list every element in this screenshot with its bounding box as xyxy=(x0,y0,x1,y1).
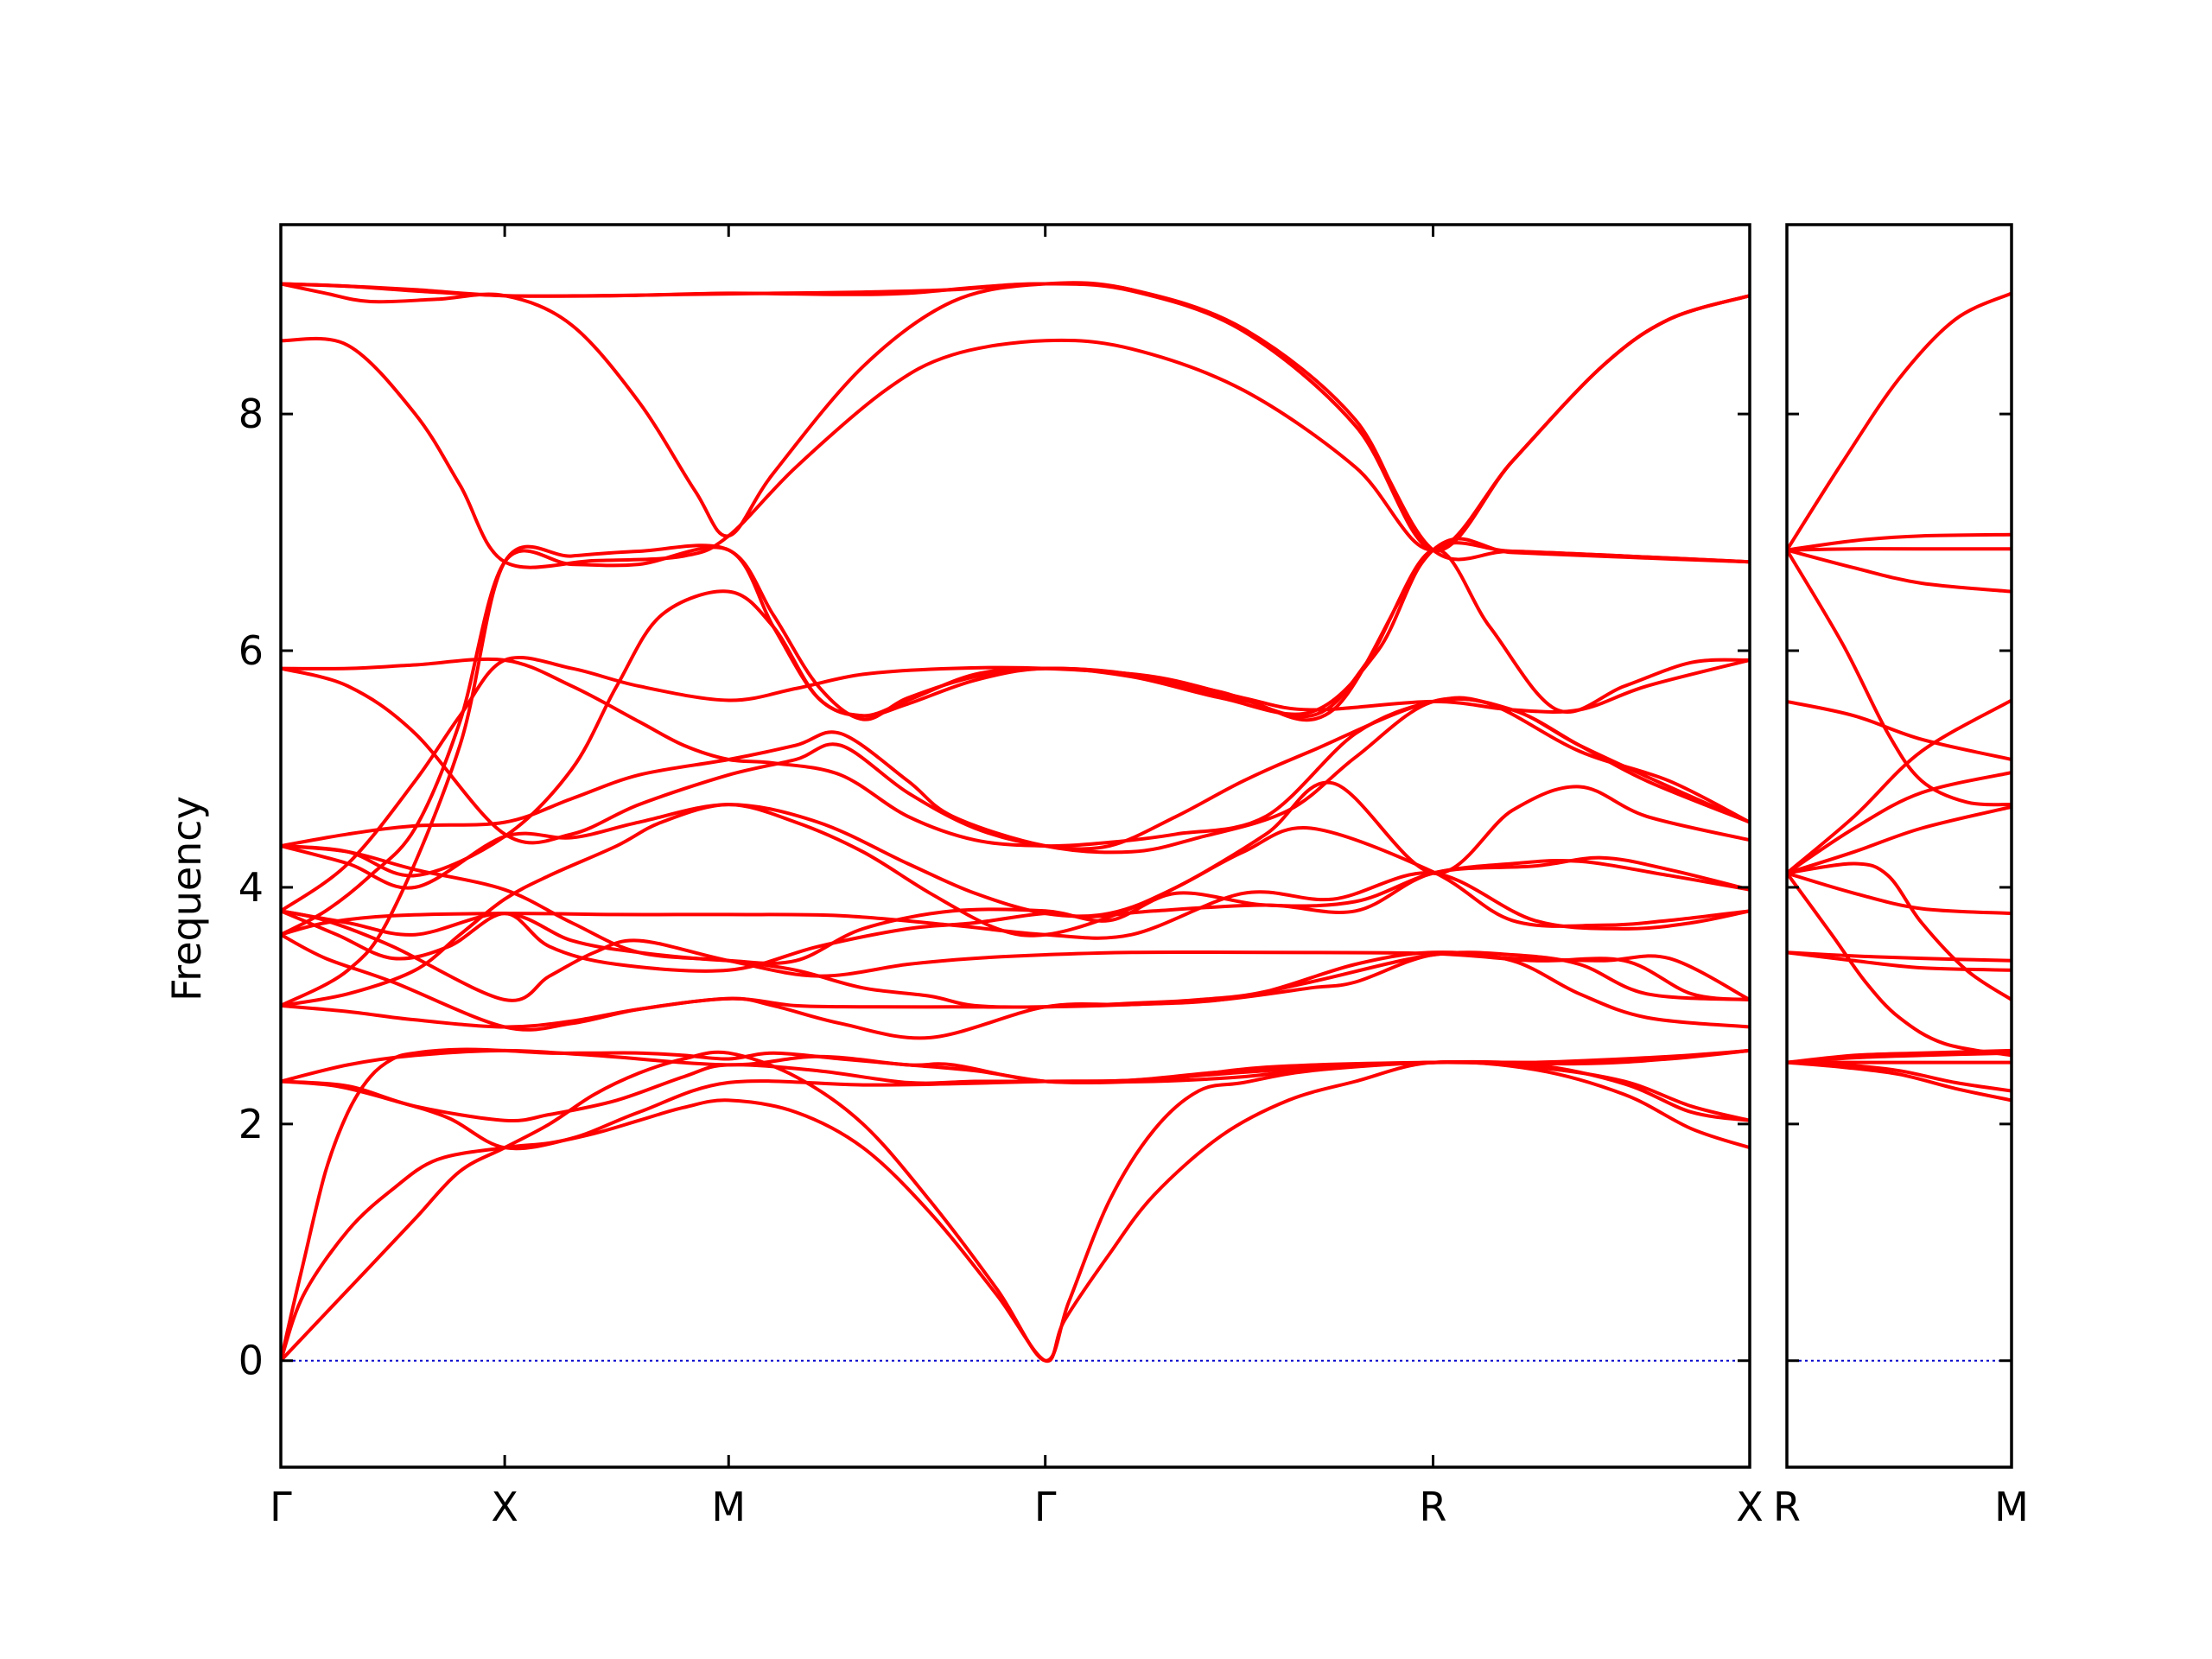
x-tick-label: R xyxy=(1420,1484,1447,1530)
plot-frame xyxy=(279,223,1751,1469)
x-tick-label: M xyxy=(1994,1484,2029,1530)
band-line-15 xyxy=(1787,548,2012,807)
y-tick-label: 0 xyxy=(238,1338,264,1384)
band-line-21 xyxy=(281,543,1750,1007)
band-line-22 xyxy=(281,537,1750,878)
y-axis-label: Frequency xyxy=(163,796,210,1001)
band-line-12 xyxy=(281,858,1750,965)
band-line-9 xyxy=(281,932,1750,1040)
band-line-19 xyxy=(281,666,1750,851)
band-line-23 xyxy=(281,294,1750,569)
y-tick-label: 8 xyxy=(238,391,264,437)
band-line-10 xyxy=(1787,871,2012,916)
band-line-15 xyxy=(281,780,1750,918)
panel-1: Γ X M Γ R X 0 2 4 6 8 xyxy=(238,223,1764,1530)
x-tick-label: Γ xyxy=(1034,1484,1057,1530)
band-line-11 xyxy=(1787,804,2012,875)
band-line-14 xyxy=(281,844,1750,1009)
band-line-18 xyxy=(281,657,1750,849)
band-line-13 xyxy=(281,855,1750,973)
band-line-16 xyxy=(1787,548,2012,594)
band-line-19 xyxy=(1787,291,2012,552)
plot-frame xyxy=(1785,223,2013,1469)
y-tick-label: 6 xyxy=(238,627,264,674)
band-line-8 xyxy=(1787,871,2012,1058)
band-line-24 xyxy=(281,281,1750,552)
band-line-9 xyxy=(1787,861,2012,1001)
band-lines xyxy=(281,281,1750,1363)
band-line-3 xyxy=(281,1050,1750,1363)
band-line-20 xyxy=(281,541,1750,937)
band-line-6 xyxy=(1787,950,2012,963)
x-tick-label: X xyxy=(1736,1484,1764,1530)
x-tick-label: R xyxy=(1773,1484,1801,1530)
band-line-14 xyxy=(1787,699,2012,761)
band-line-5 xyxy=(281,1060,1750,1123)
band-line-16 xyxy=(281,696,1750,855)
band-line-17 xyxy=(1787,547,2012,552)
band-line-7 xyxy=(1787,950,2012,972)
band-line-26 xyxy=(281,282,1750,564)
band-line-13 xyxy=(1787,698,2012,875)
band-line-1 xyxy=(281,1047,1750,1363)
y-tick-label: 2 xyxy=(238,1101,264,1147)
y-tick-label: 4 xyxy=(238,864,264,911)
x-tick-label: Γ xyxy=(270,1484,292,1530)
band-line-12 xyxy=(1787,771,2012,875)
band-line-18 xyxy=(1787,532,2012,552)
band-line-8 xyxy=(281,803,1750,1007)
x-tick-label: X xyxy=(491,1484,518,1530)
band-line-17 xyxy=(281,656,1750,913)
band-lines xyxy=(1787,291,2012,1103)
band-line-6 xyxy=(281,1048,1750,1085)
band-line-1 xyxy=(1787,1060,2012,1103)
x-tick-label: M xyxy=(711,1484,746,1530)
band-line-25 xyxy=(281,282,1750,553)
